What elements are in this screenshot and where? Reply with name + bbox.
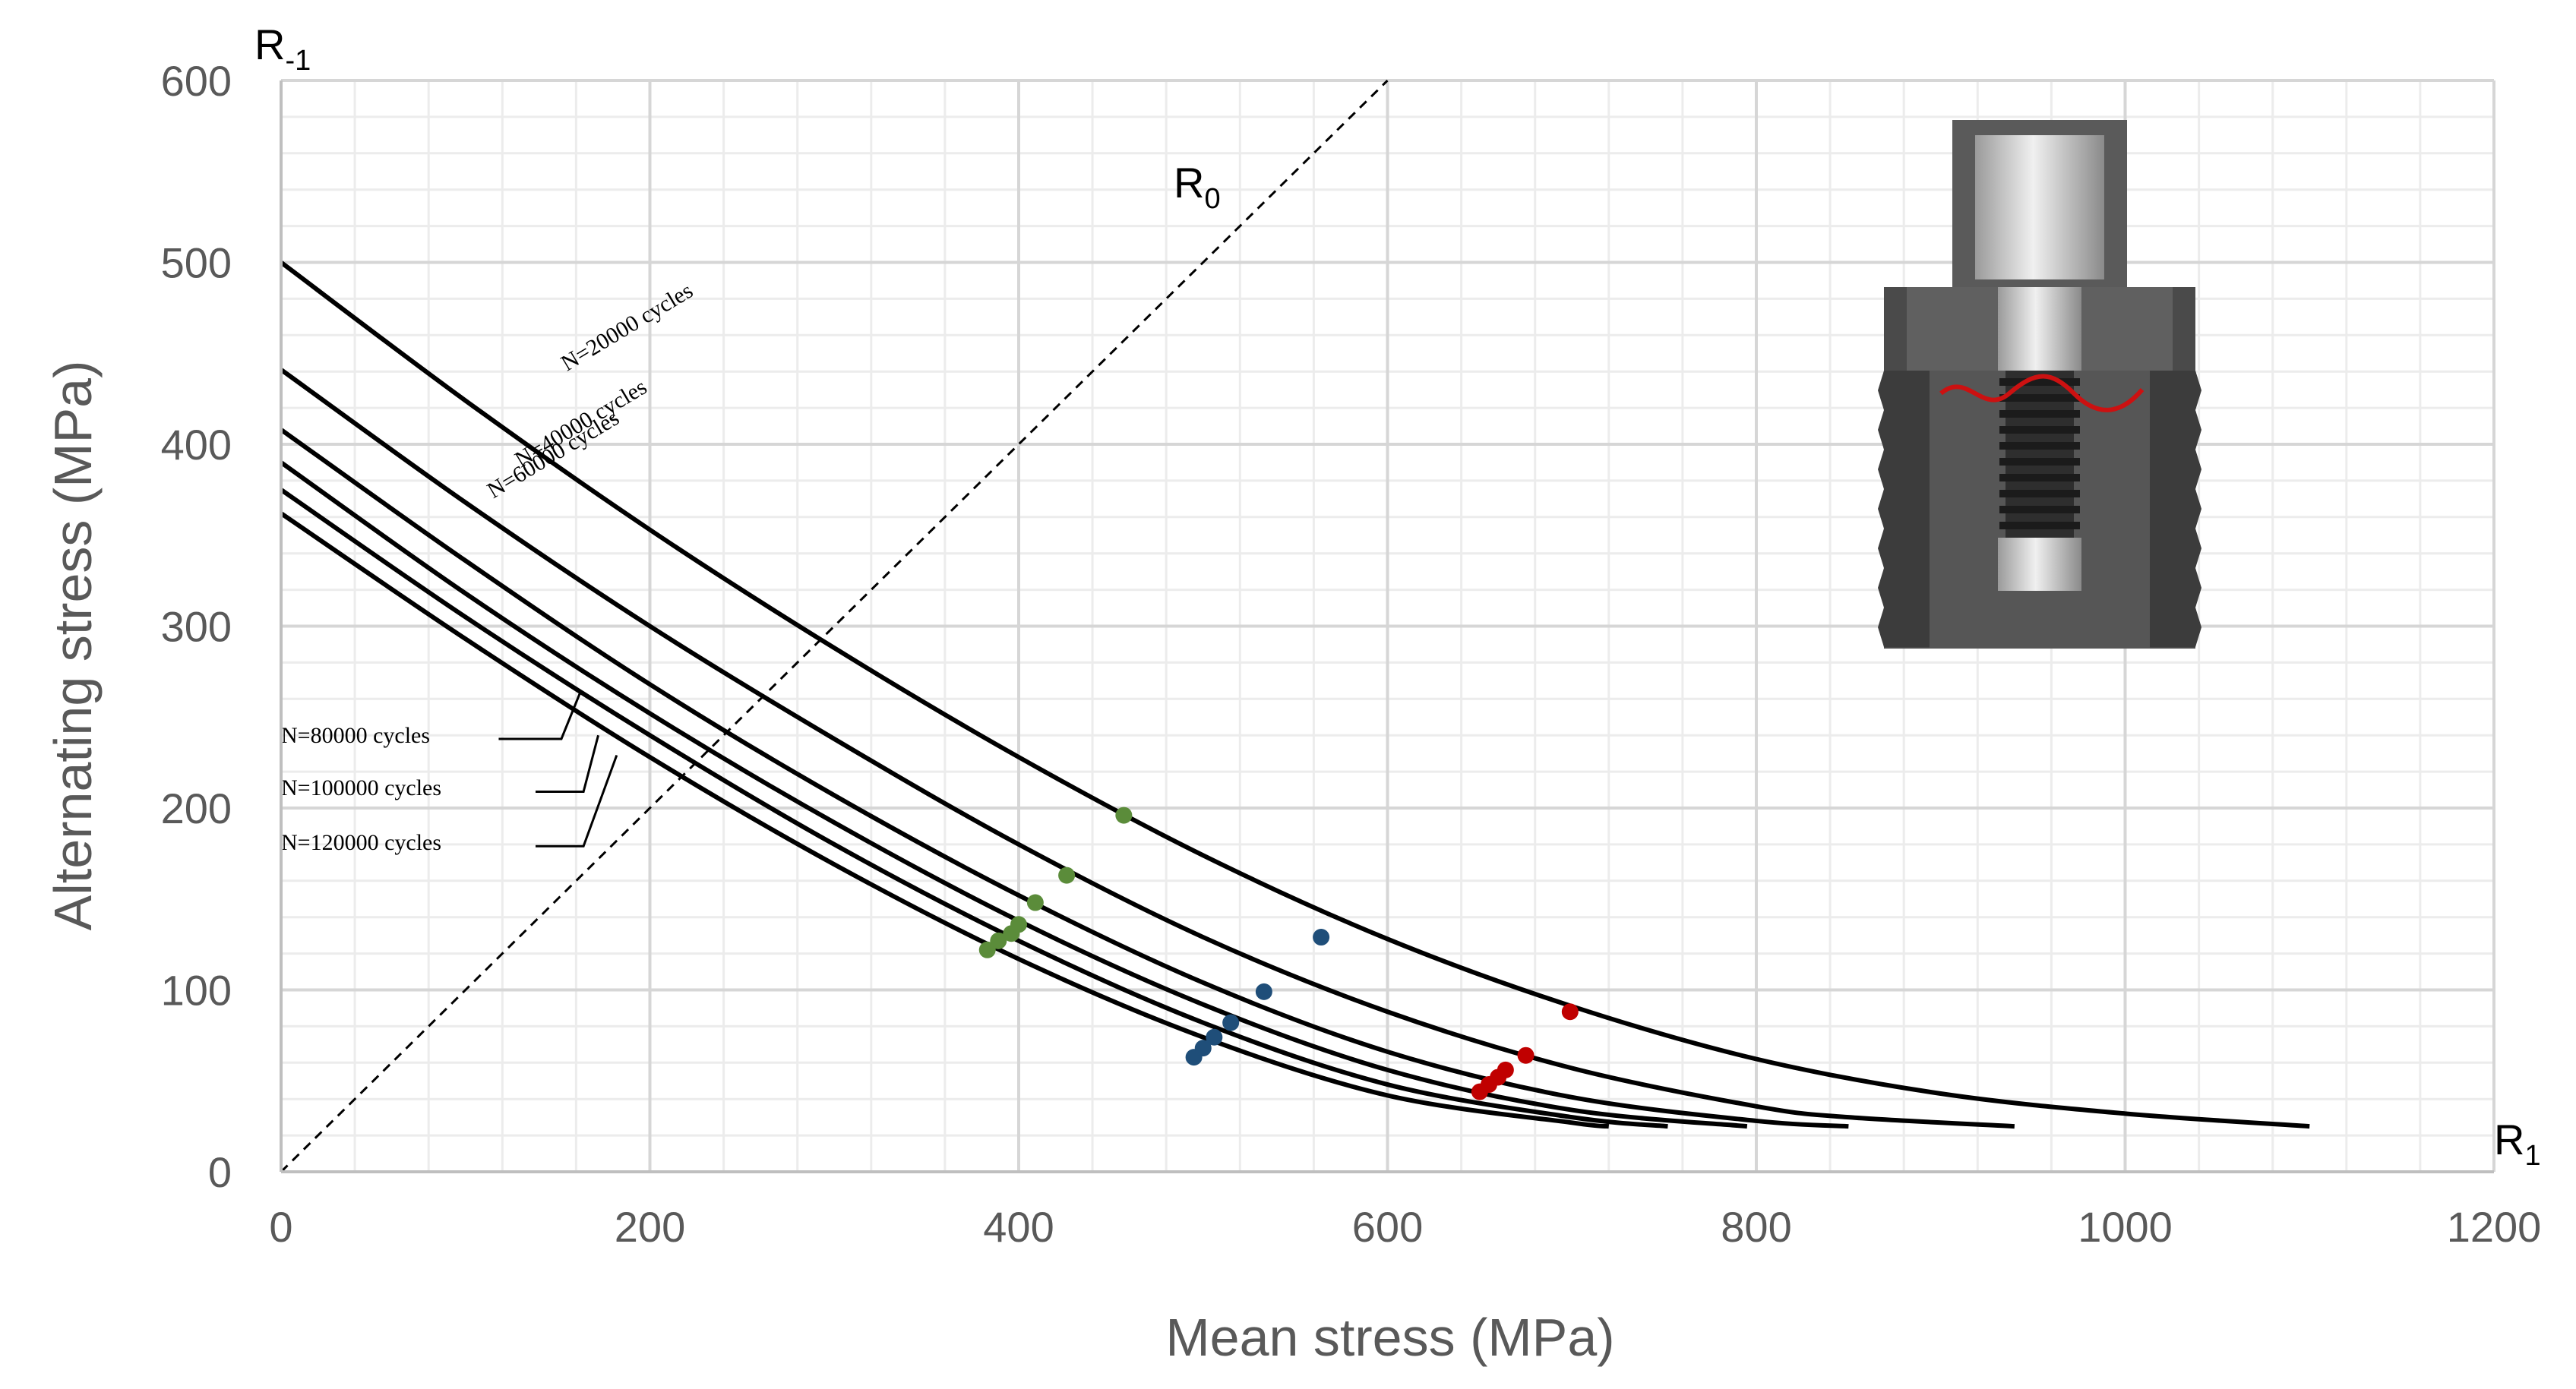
curve-6 (280, 511, 1610, 1129)
y-tick-label: 400 (161, 421, 232, 469)
screw-thread-ridge (1999, 442, 2080, 450)
r-minus1-sub: -1 (285, 45, 311, 77)
r1-label: R1 (2494, 1116, 2541, 1172)
implant-thread-left (1878, 489, 1930, 529)
r0-sub: 0 (1204, 183, 1220, 215)
screw-thread-ridge (1999, 458, 2080, 466)
curve-2 (280, 368, 2015, 1129)
screw-neck (1998, 287, 2081, 371)
screw-thread-ridge (1999, 506, 2080, 513)
curve-5 (280, 488, 1668, 1129)
screw-threads (1999, 378, 2080, 529)
r0-dashed-line (280, 79, 1389, 1173)
screw-thread-ridge (1999, 522, 2080, 529)
implant-thread-left (1878, 608, 1930, 647)
y-tick-label: 200 (161, 784, 232, 832)
curve-label-6: N=120000 cycles (281, 830, 441, 855)
blue-data-point (1255, 983, 1272, 1000)
implant-thread-right (2150, 529, 2201, 568)
curve-4 (280, 460, 1748, 1129)
r0-base: R (1174, 159, 1204, 207)
x-tick-label: 800 (1721, 1203, 1791, 1251)
implant-thread-right (2150, 410, 2201, 450)
x-tick-label: 1200 (2447, 1203, 2542, 1251)
tick-labels: 0 200 400 600 800 1000 1200 0 100 200 300 400 500 600 (161, 57, 2542, 1251)
green-data-point (1026, 894, 1044, 911)
implant-thread-left (1878, 529, 1930, 568)
green-data-point (1058, 867, 1076, 884)
curve-leader-4 (498, 693, 581, 740)
screw-thread-ridge (1999, 378, 2080, 386)
green-data-point (1115, 807, 1133, 824)
r1-sub: 1 (2524, 1140, 2540, 1172)
screw-head (1975, 135, 2104, 279)
screw-thread-ridge (1999, 394, 2080, 402)
green-data-point (1010, 916, 1027, 933)
implant-thread-left (1878, 410, 1930, 450)
y-axis-title: Alternating stress (MPa) (43, 361, 103, 931)
implant-thread-right (2150, 608, 2201, 647)
blue-data-point (1194, 1040, 1212, 1057)
r0-label: R0 (1174, 159, 1221, 215)
blue-data-point (1313, 929, 1330, 946)
screw-thread-ridge (1999, 410, 2080, 418)
curve-label-4: N=80000 cycles (281, 723, 430, 748)
fracture-line (1939, 374, 2145, 412)
fatigue-curves (280, 260, 2310, 1129)
x-tick-label: 0 (269, 1203, 292, 1251)
implant-screw-illustration (1878, 120, 2201, 649)
r0-reference-line (280, 79, 1389, 1173)
red-data-point (1561, 1003, 1579, 1021)
screw-thread-ridge (1999, 490, 2080, 497)
implant-thread-right (2150, 568, 2201, 608)
implant-thread-right (2150, 450, 2201, 489)
red-data-point (1517, 1046, 1535, 1064)
y-tick-label: 600 (161, 57, 232, 105)
r-minus1-label: R-1 (254, 21, 311, 77)
curve-leader-5 (535, 734, 599, 793)
implant-thread-left (1878, 450, 1930, 489)
screw-thread-ridge (1999, 426, 2080, 434)
y-tick-label: 500 (161, 239, 232, 287)
axes (280, 80, 2494, 1173)
implant-threads (1878, 371, 2201, 647)
curve-label-3: N=60000 cycles (483, 406, 624, 504)
screw-thread-ridge (1999, 474, 2080, 481)
test-data-points (978, 807, 1579, 1100)
implant-thread-left (1878, 371, 1930, 410)
y-tick-label: 300 (161, 603, 232, 651)
red-data-point (1497, 1061, 1514, 1078)
screw-tip (1998, 538, 2081, 591)
implant-thread-left (1878, 568, 1930, 608)
implant-thread-right (2150, 489, 2201, 529)
curve-3 (280, 428, 1849, 1129)
curve-1 (280, 260, 2310, 1129)
r1-base: R (2494, 1116, 2524, 1163)
x-tick-label: 1000 (2078, 1203, 2173, 1251)
blue-data-point (1206, 1028, 1223, 1046)
green-data-point (978, 941, 996, 958)
y-tick-label: 0 (208, 1148, 232, 1196)
curve-label-5: N=100000 cycles (281, 775, 441, 800)
x-tick-label: 600 (1352, 1203, 1423, 1251)
curve-leader-6 (535, 755, 618, 848)
x-tick-label: 200 (615, 1203, 685, 1251)
r-minus1-base: R (254, 21, 285, 68)
x-axis-title: Mean stress (MPa) (1165, 1308, 1614, 1367)
x-tick-label: 400 (983, 1203, 1054, 1251)
implant-thread-right (2150, 371, 2201, 410)
green-data-point (990, 932, 1007, 949)
curve-label-1: N=20000 cycles (557, 278, 697, 376)
y-tick-label: 100 (161, 967, 232, 1015)
blue-data-point (1222, 1014, 1240, 1031)
